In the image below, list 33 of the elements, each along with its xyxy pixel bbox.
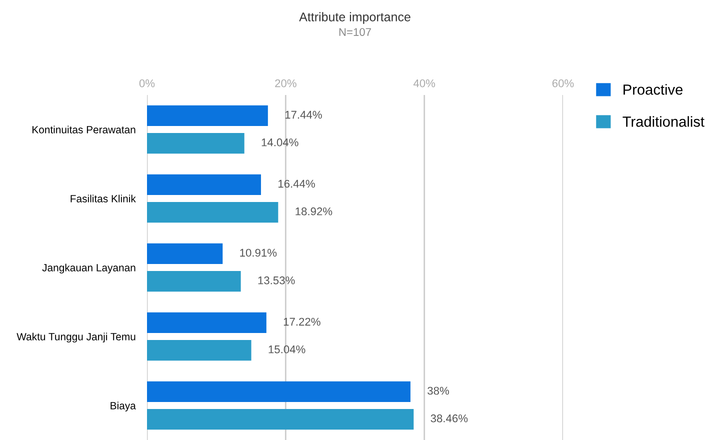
bar (147, 408, 414, 430)
data-label: 10.91% (240, 248, 277, 257)
x-tick-label: 40% (413, 79, 436, 88)
bar (147, 174, 261, 196)
data-label: 38.46% (430, 414, 468, 422)
bar (147, 340, 252, 361)
data-label: 15.04% (268, 345, 306, 354)
bar (147, 243, 223, 264)
chart-title: Attribute importance (299, 12, 410, 24)
x-tick-label: 20% (275, 79, 296, 88)
data-label: 13.53% (258, 276, 295, 284)
y-tick-label: Jangkauan Layanan (42, 264, 136, 274)
legend-label: Proactive (624, 84, 683, 95)
x-tick-label: 60% (552, 79, 574, 88)
bar (147, 132, 244, 154)
x-tick-label: 0% (139, 79, 155, 88)
bar (147, 270, 241, 292)
data-label: 38% (428, 386, 449, 395)
bar (147, 312, 266, 334)
legend-label: Traditionalist (622, 116, 704, 127)
data-label: 18.92% (296, 207, 332, 216)
bar (147, 105, 268, 126)
y-tick-label: Kontinuitas Perawatan (32, 126, 136, 134)
y-tick-label: Waktu Tunggu Janji Temu (16, 332, 136, 342)
data-label: 16.44% (278, 180, 315, 188)
data-label: 14.04% (262, 138, 298, 146)
chart-subtitle: N=107 (339, 28, 371, 36)
data-label: 17.44% (285, 110, 322, 119)
bar (147, 381, 410, 402)
bar (147, 202, 278, 223)
y-tick-label: Fasilitas Klinik (70, 194, 136, 202)
y-tick-label: Biaya (110, 402, 136, 412)
data-label: 17.22% (284, 318, 320, 326)
